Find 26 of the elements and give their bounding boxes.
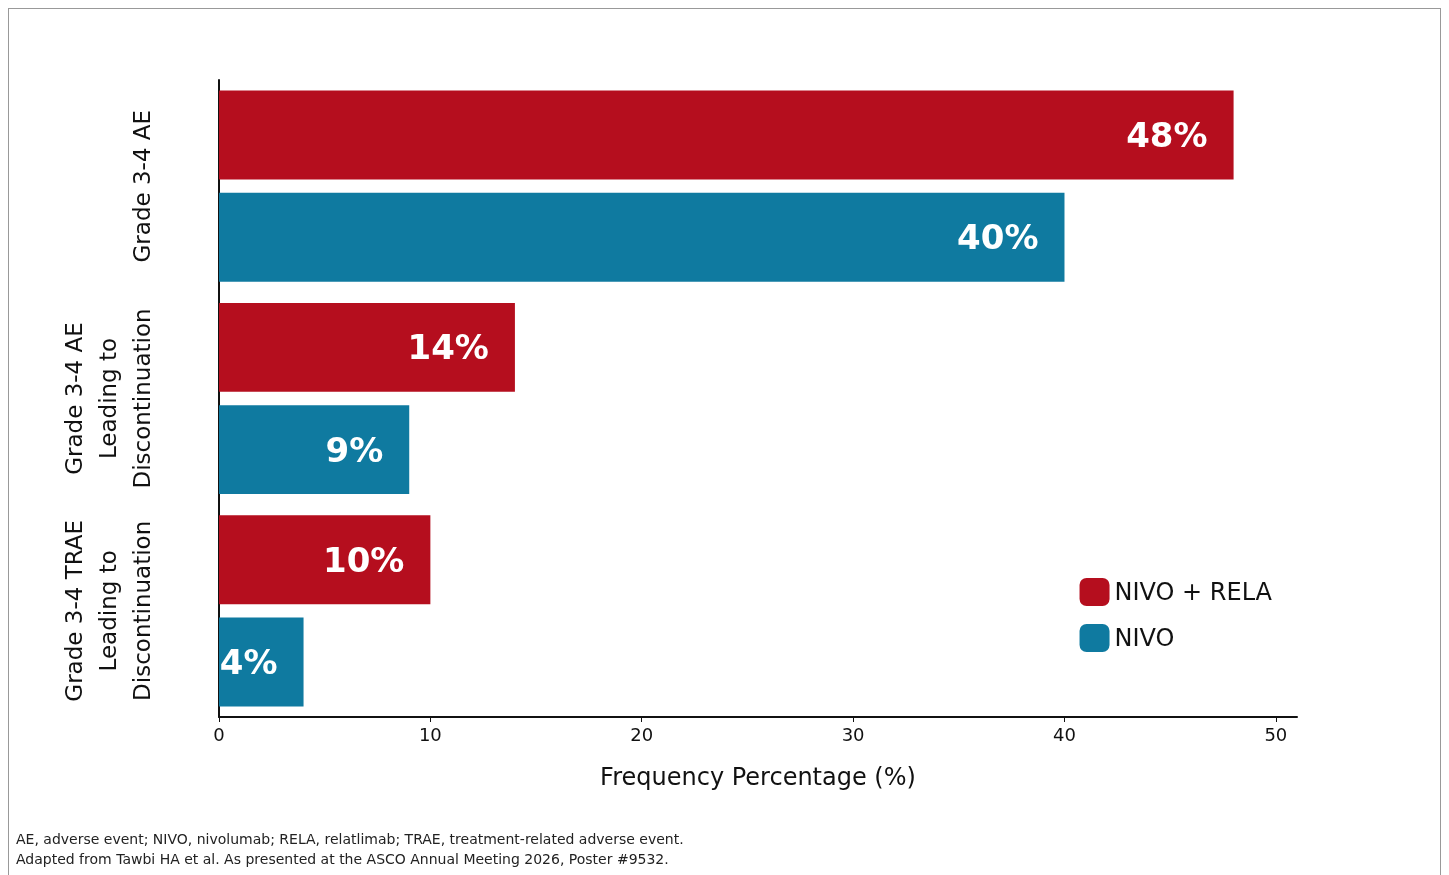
bar (219, 617, 304, 707)
data-label: 10% (322, 539, 405, 580)
x-tick-label: 10 (418, 723, 442, 745)
x-tick-label: 50 (1264, 723, 1288, 745)
y-tick-label: Grade 3-4 TRAE Leading to Discontinuation (61, 519, 155, 702)
bar (219, 405, 410, 495)
x-axis-title: Frequency Percentage (%) (600, 763, 916, 791)
bar (219, 302, 515, 392)
data-label: 4% (219, 641, 278, 682)
x-tick-label: 40 (1053, 723, 1076, 745)
data-label: 14% (407, 327, 489, 368)
x-tick-label: 20 (630, 723, 654, 745)
bar (219, 90, 1234, 180)
legend-label: NIVO (1114, 624, 1175, 652)
legend-label: NIVO + RELA (1114, 578, 1273, 606)
bar (219, 192, 1065, 282)
data-label: 40% (957, 217, 1039, 258)
data-label: 48% (1126, 115, 1208, 156)
text: AE, adverse event; NIVO, nivolumab; RELA, relatlimab; TRAE, treatment-related adverse event. (16, 831, 684, 847)
x-tick-label: 0 (213, 723, 225, 745)
text: Adapted from Tawbi HA et al. As presented at the ASCO Annual Meeting 2026, Poster #9532. (16, 851, 669, 867)
y-tick-label: Grade 3-4 AE (129, 109, 155, 263)
data-label: 9% (325, 429, 384, 470)
x-tick-label: 30 (841, 723, 865, 745)
bar (219, 515, 431, 605)
y-tick-label: Grade 3-4 AE Leading to Discontinuation (61, 308, 155, 489)
